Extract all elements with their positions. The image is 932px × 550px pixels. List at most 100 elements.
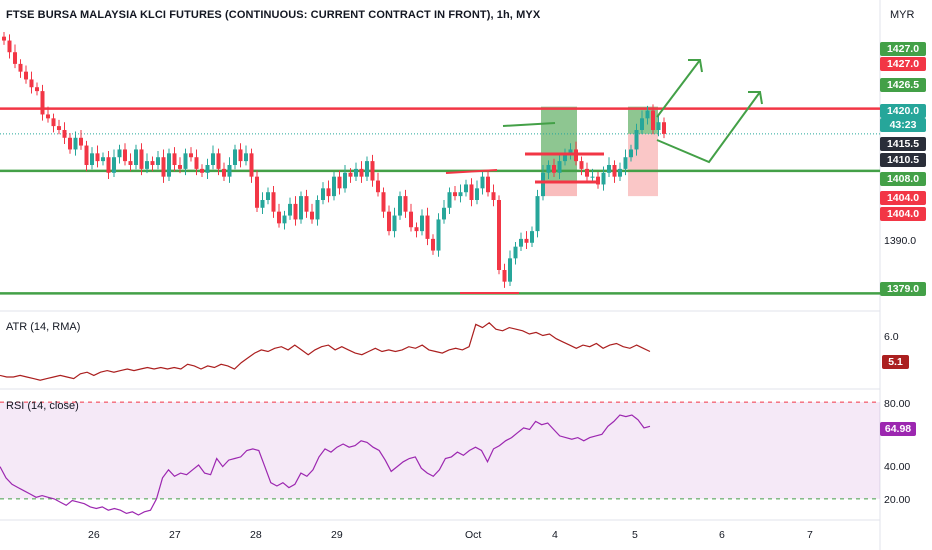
candle-body-48 [266,192,270,200]
rsi-band [0,402,880,499]
candle-body-110 [607,165,611,173]
candle-body-79 [436,219,441,251]
candle-body-109 [601,172,606,185]
candle-body-90 [497,200,501,270]
candle-body-13 [73,137,78,150]
candle-body-73 [403,196,408,212]
candle-body-34 [189,153,193,158]
date-tick-26: 26 [88,529,100,541]
candle-body-24 [134,149,138,165]
candle-body-95 [524,238,529,243]
candle-body-85 [469,184,474,200]
forecast-arrow-1 [656,59,701,118]
date-tick-6: 6 [719,529,725,541]
candle-body-87 [480,176,485,189]
candle-body-92 [508,258,512,282]
forecast-arrowhead-2 [748,91,763,105]
candle-body-111 [612,165,617,177]
candle-body-45 [249,153,254,177]
candle-body-29 [161,157,166,177]
candle-body-44 [244,153,248,162]
candle-body-22 [123,149,127,162]
candle-body-46 [255,176,259,208]
candle-body-31 [172,153,177,165]
candle-body-9 [51,118,56,127]
price-tag-countdown: 43:23 [880,118,926,132]
candle-body-50 [277,211,281,224]
candle-body-67 [370,161,375,181]
rsi-tick-20: 20.00 [884,494,911,506]
candle-body-89 [491,192,496,200]
forecast-arrowhead-1 [688,59,703,73]
candle-body-56 [310,211,314,220]
candle-body-103 [568,149,573,154]
candle-body-76 [420,215,424,232]
candle-body-11 [62,130,67,138]
candle-body-119 [656,122,661,130]
candle-body-69 [381,192,386,212]
candle-body-58 [321,188,325,200]
price-tag-target-2: 1426.5 [880,78,926,92]
candle-body-78 [431,238,435,251]
candle-body-71 [392,215,397,232]
candle-body-18 [101,157,105,162]
date-tick-28: 28 [250,529,262,541]
candle-body-81 [447,192,452,208]
rsi-tick-80: 80.00 [884,398,911,410]
candle-body-77 [425,215,430,239]
chart-title: FTSE BURSA MALAYSIA KLCI FUTURES (CONTIN… [6,9,541,21]
drawn-line-green [502,122,556,127]
date-tick-29: 29 [331,529,343,541]
price-tag-support: 1410.5 [880,153,926,167]
candle-body-36 [200,168,204,173]
date-tick-oct: Oct [465,529,482,541]
candle-body-1 [7,40,12,53]
candle-body-8 [46,114,50,119]
candle-body-30 [167,153,171,177]
candle-body-66 [365,161,369,177]
candle-body-65 [359,168,364,177]
candle-body-93 [513,246,518,259]
candle-body-120 [662,122,666,134]
candle-body-39 [216,153,221,169]
candle-body-12 [68,137,72,150]
forecast-arrow-2 [656,91,761,164]
price-tag-resistance: 1427.0 [880,57,926,71]
atr-line [0,322,651,381]
candle-body-10 [57,126,61,130]
candle-body-3 [18,63,23,72]
currency-label: MYR [890,9,915,21]
candle-body-70 [387,211,391,232]
candle-body-101 [557,161,562,173]
candle-body-37 [205,165,210,173]
candle-body-6 [35,87,39,92]
date-tick-27: 27 [169,529,181,541]
candle-body-83 [458,192,463,197]
candle-body-42 [233,149,237,165]
candle-body-80 [442,207,446,220]
rsi-label: RSI (14, close) [6,400,79,412]
candle-body-94 [519,238,523,247]
candle-body-5 [29,79,34,88]
candle-body-91 [502,270,507,282]
price-tag-stop-2: 1404.0 [880,207,926,221]
candle-body-68 [376,180,380,193]
rsi-value-tag: 64.98 [880,422,916,436]
candle-body-27 [150,161,155,165]
candle-body-54 [299,196,303,220]
candle-body-33 [183,153,188,169]
atr-value-tag: 5.1 [882,355,909,369]
candle-body-105 [579,161,584,169]
candle-body-7 [40,91,45,115]
candle-body-86 [475,188,479,200]
candle-body-113 [623,157,628,169]
drawn-line-red-1 [445,169,498,174]
atr-tick-6: 6.0 [884,331,899,343]
candle-body-43 [238,149,243,162]
candle-body-115 [634,130,639,150]
candle-body-47 [260,200,265,208]
candle-body-100 [552,165,556,173]
candle-body-98 [541,172,545,197]
long-position-stop-zone [541,180,577,197]
